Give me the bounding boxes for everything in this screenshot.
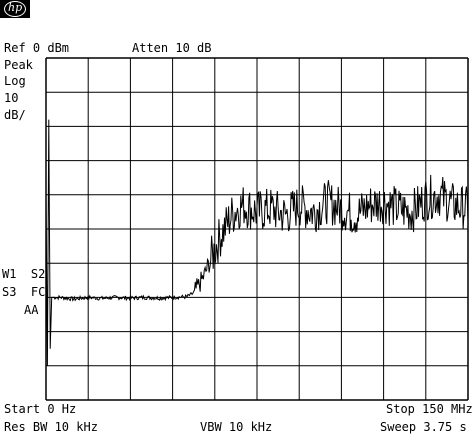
hp-logo: hp (0, 0, 30, 18)
scale-value-label: 10 (4, 91, 19, 105)
vbw-label: VBW 10 kHz (200, 420, 273, 434)
start-frequency-label: Start 0 Hz (4, 402, 77, 416)
trace-s3fc-label: S3 FC (2, 285, 46, 299)
scale-type-label: Log (4, 74, 26, 88)
ref-level-label: Ref 0 dBm (4, 41, 70, 55)
stop-frequency-label: Stop 150 MHz (386, 402, 473, 416)
attenuation-label: Atten 10 dB (132, 41, 212, 55)
hp-logo-text: hp (8, 1, 23, 14)
trace-w1s2-label: W1 S2 (2, 267, 46, 281)
sweep-label: Sweep 3.75 s (380, 420, 467, 434)
plot-grid (45, 57, 469, 401)
detector-label: Peak (4, 58, 33, 72)
trace-aa-label: AA (24, 303, 39, 317)
res-bw-label: Res BW 10 kHz (4, 420, 98, 434)
spectrum-trace (45, 119, 469, 366)
scale-unit-label: dB/ (4, 108, 26, 122)
hp-logo-ring (4, 1, 26, 17)
